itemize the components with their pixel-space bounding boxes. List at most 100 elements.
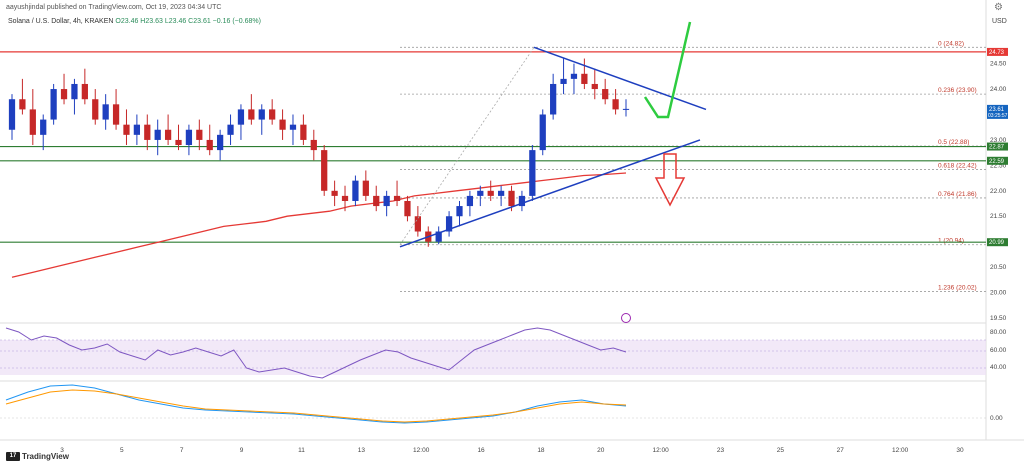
candle-body	[550, 83, 557, 115]
time-tick-label: 12:00	[413, 447, 430, 454]
candle-body	[279, 119, 286, 130]
rsi-panel	[0, 327, 986, 379]
price-tick-label: 23.00	[990, 137, 1007, 144]
candle-body	[19, 99, 26, 110]
candle-body	[112, 104, 120, 125]
price-tick-label: 24.00	[990, 86, 1007, 93]
candle-body	[352, 180, 359, 201]
candle-body	[258, 109, 265, 120]
support-trendline	[399, 139, 701, 248]
candle-body	[539, 114, 546, 151]
currency-label: USD	[992, 18, 1007, 25]
symbol-name: Solana / U.S. Dollar, 4h, KRAKEN	[8, 18, 114, 25]
time-tick-label: 12:00	[892, 447, 909, 454]
price-tick-label: 20.50	[990, 264, 1007, 271]
price-tick-label: 24.50	[990, 61, 1007, 68]
bearish-arrow	[654, 153, 686, 207]
moving-average	[11, 172, 627, 278]
time-tick-label: 23	[717, 447, 725, 454]
time-tick-label: 7	[180, 447, 184, 454]
price-badge	[987, 104, 1008, 119]
candle-body	[591, 83, 598, 90]
price-tick-label: 20.00	[990, 290, 1007, 297]
time-tick-label: 11	[298, 447, 305, 454]
candle-body	[164, 129, 172, 140]
candle-body	[248, 109, 255, 120]
candle-body	[8, 99, 16, 130]
fib-label: 0.618 (22.42)	[938, 162, 977, 169]
fibonacci-levels: 0 (24.82) 0.236 (23.90) 0.5 (22.88) 0.618 (…	[400, 40, 986, 292]
candle-body	[71, 83, 78, 100]
candle-body	[497, 190, 505, 196]
rsi-tick-label: 60.00	[990, 347, 1007, 354]
candle-body	[217, 134, 224, 151]
time-tick-label: 30	[956, 447, 964, 454]
candle-body	[341, 195, 349, 201]
candle-body	[81, 83, 88, 100]
macd-panel	[0, 384, 986, 424]
fib-label: 0.764 (21.86)	[938, 191, 977, 198]
price-badge	[987, 142, 1008, 151]
fib-label: 1 (20.94)	[938, 238, 964, 245]
moving-average-line	[11, 172, 627, 278]
candle-body	[581, 73, 588, 84]
macd-tick-label: 0.00	[990, 415, 1003, 422]
candle-body	[289, 124, 297, 130]
axes: 24.5024.0023.5023.0022.5022.0021.5021.00…	[60, 61, 1006, 454]
candle-body	[227, 124, 234, 135]
horizontal-levels	[0, 51, 986, 243]
time-tick-label: 3	[60, 447, 64, 454]
rsi-band	[0, 340, 986, 375]
rsi-line	[5, 327, 627, 379]
price-badge-label: 20.99	[989, 240, 1005, 246]
candles	[8, 58, 630, 247]
candle-body	[196, 129, 203, 140]
candle-body	[508, 190, 515, 207]
price-badge-label: 23.61	[989, 107, 1005, 113]
price-tick-label: 19.50	[990, 315, 1007, 322]
trendlines	[399, 21, 707, 323]
price-badge	[987, 156, 1008, 165]
time-tick-label: 25	[777, 447, 785, 454]
candle-body	[154, 129, 161, 140]
macd-line	[5, 384, 627, 424]
footer-brand: 17 TradingView	[6, 452, 69, 462]
price-badge-label: 22.87	[989, 145, 1005, 151]
candle-body	[40, 119, 47, 135]
settings-icon[interactable]: ⚙	[994, 2, 1003, 13]
candle-body	[404, 200, 411, 217]
price-badge-label: 24.73	[989, 50, 1005, 56]
rsi-tick-label: 80.00	[990, 329, 1007, 336]
candle-body	[29, 109, 36, 135]
candle-body	[310, 139, 317, 151]
candle-body	[487, 190, 494, 196]
candle-body	[123, 124, 130, 135]
price-tick-label: 22.50	[990, 162, 1007, 169]
candle-body	[393, 195, 401, 201]
price-tick-label: 21.50	[990, 213, 1007, 220]
candle-body	[466, 195, 474, 207]
candle-body	[321, 150, 328, 191]
candle-body	[477, 190, 484, 196]
price-tick-label: 22.00	[990, 188, 1007, 195]
signal-line	[5, 389, 627, 423]
time-tick-label: 27	[837, 447, 845, 454]
candle-body	[362, 180, 369, 196]
candle-body	[622, 108, 630, 110]
candle-body	[373, 195, 380, 207]
candle-body	[102, 104, 109, 120]
time-tick-label: 12:00	[653, 447, 670, 454]
time-tick-label: 20	[597, 447, 605, 454]
candle-body	[50, 89, 57, 120]
time-tick-label: 13	[358, 447, 366, 454]
candle-body	[518, 195, 526, 207]
time-tick-label: 18	[537, 447, 545, 454]
fib-label: 0.236 (23.90)	[938, 87, 977, 94]
candle-body	[92, 99, 99, 120]
candle-body	[206, 139, 213, 151]
candle-body	[175, 139, 182, 146]
candle-body	[144, 124, 151, 140]
candle-body	[133, 124, 141, 135]
